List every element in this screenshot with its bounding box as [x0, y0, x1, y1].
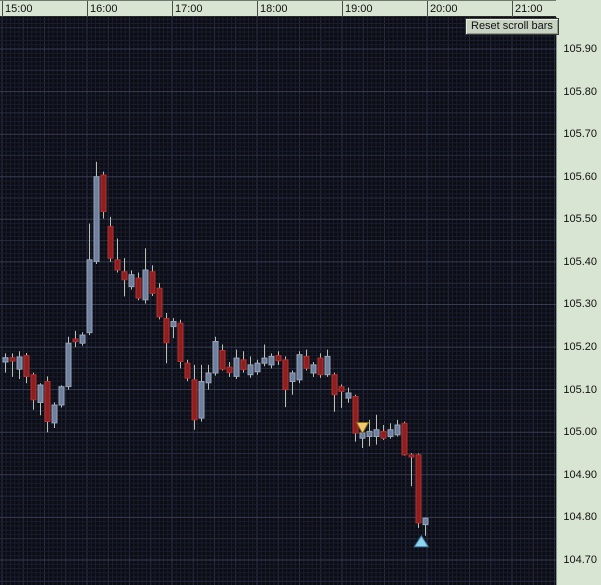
time-axis-label: 15:00 — [5, 3, 33, 15]
price-axis[interactable]: 105.90 105.80 105.70 105.60 105.50 105.40 105.… — [556, 17, 601, 585]
time-axis-label: 17:00 — [175, 3, 203, 15]
time-axis-label: 19:00 — [345, 3, 373, 15]
reset-scroll-bars-button[interactable]: Reset scroll bars — [465, 18, 559, 35]
time-axis-label: 21:00 — [515, 3, 543, 15]
time-axis-tick — [512, 1, 513, 17]
time-axis-label: 20:00 — [430, 3, 458, 15]
price-axis-label: 105.70 — [563, 128, 597, 141]
time-axis-tick — [427, 1, 428, 17]
price-axis-label: 105.80 — [563, 85, 597, 98]
candlestick-chart-canvas[interactable] — [0, 17, 556, 585]
time-axis-tick — [172, 1, 173, 17]
time-axis-label: 16:00 — [90, 3, 118, 15]
grid — [0, 17, 556, 585]
price-axis-label: 105.20 — [563, 341, 597, 354]
price-axis-label: 105.50 — [563, 213, 597, 226]
price-axis-label: 105.30 — [563, 298, 597, 311]
price-axis-label: 105.90 — [563, 43, 597, 55]
time-axis-tick — [2, 1, 3, 17]
time-axis-tick — [342, 1, 343, 17]
time-axis-tick — [87, 1, 88, 17]
price-axis-label: 104.70 — [563, 553, 597, 566]
price-axis-label: 105.60 — [563, 170, 597, 183]
triangle-down-marker-icon — [355, 422, 370, 435]
price-axis-label: 104.90 — [563, 468, 597, 481]
price-axis-label: 105.00 — [563, 426, 597, 439]
time-axis[interactable]: 15:00 16:00 17:00 18:00 19:00 20:00 21:00 — [0, 0, 601, 17]
axis-corner — [556, 0, 601, 17]
time-axis-tick — [257, 1, 258, 17]
time-axis-label: 18:00 — [260, 3, 288, 15]
candle-bodies — [2, 174, 429, 526]
price-axis-label: 105.40 — [563, 255, 597, 268]
price-axis-label: 104.80 — [563, 511, 597, 524]
triangle-up-marker-icon — [413, 534, 430, 548]
price-axis-label: 105.10 — [563, 383, 597, 396]
